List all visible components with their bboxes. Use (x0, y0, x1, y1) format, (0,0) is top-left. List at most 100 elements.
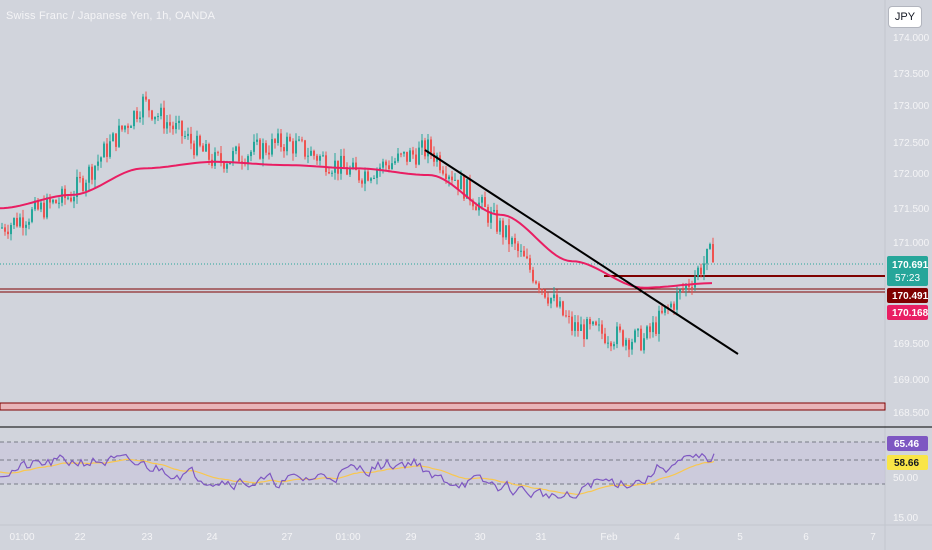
candle-body (562, 301, 564, 316)
candle-body (307, 155, 309, 157)
rsi-value-tag (887, 436, 928, 451)
candle-body (709, 244, 711, 249)
candle-body (262, 143, 264, 159)
candle-body (415, 154, 417, 165)
candle-body (340, 155, 342, 174)
candle-body (298, 139, 300, 141)
candle-body (52, 199, 54, 203)
candle-body (253, 141, 255, 152)
candle-body (514, 238, 516, 244)
candle-body (403, 151, 405, 154)
rsi-ma-value: 58.66 (894, 458, 919, 469)
candle-body (88, 166, 90, 183)
price-tick-171000: 171.000 (893, 238, 930, 249)
candle-body (46, 197, 48, 218)
candle-body (604, 333, 606, 343)
candle-body (235, 146, 237, 152)
candle-body (286, 136, 288, 152)
candle-body (703, 263, 705, 275)
candle-body (619, 326, 621, 331)
candle-body (658, 310, 660, 334)
candle-body (376, 169, 378, 178)
time-tick-label: Feb (600, 532, 618, 543)
support-zone[interactable] (0, 402, 886, 411)
rsi-ma-line (0, 458, 715, 495)
candle-body (16, 217, 18, 227)
candle-body (598, 324, 600, 326)
candle-body (664, 307, 666, 313)
candle-body (331, 172, 333, 174)
candle-body (550, 298, 552, 304)
candle-body (328, 172, 330, 174)
price-tick-173000: 173.000 (893, 101, 930, 112)
rsi-line (0, 452, 715, 500)
candle-body (445, 173, 447, 179)
candle-body (484, 197, 486, 207)
candle-body (688, 284, 690, 287)
candle-body (592, 321, 594, 325)
candle-body (652, 322, 654, 333)
candle-body (463, 175, 465, 199)
candle-body (82, 178, 84, 192)
downtrend-line[interactable] (424, 149, 739, 355)
candle-body (226, 164, 228, 169)
candle-body (379, 167, 381, 170)
candle-body (424, 140, 426, 157)
candle-body (697, 267, 699, 277)
rsi-tick-50: 50.00 (893, 473, 918, 484)
candle-body (7, 231, 9, 235)
candle-body (673, 303, 675, 310)
candle-body (31, 209, 33, 222)
candle-body (148, 99, 150, 111)
candle-body (220, 153, 222, 162)
candle-body (397, 153, 399, 162)
candle-body (571, 316, 573, 331)
candle-body (679, 289, 681, 293)
candle-body (373, 177, 375, 179)
candle-body (169, 122, 171, 126)
candle-body (280, 133, 282, 148)
candle-body (58, 202, 60, 204)
candle-body (100, 157, 102, 162)
candle-body (541, 289, 543, 291)
time-tick-label: 5 (737, 532, 743, 543)
candle-body (559, 301, 561, 307)
resistance-price-tag (887, 288, 928, 303)
candle-body (406, 151, 408, 162)
candle-body (613, 344, 615, 347)
time-tick-label: 01:00 (335, 532, 360, 543)
candle-body (625, 339, 627, 346)
time-tick-label: 01:00 (9, 532, 34, 543)
candle-body (274, 139, 276, 143)
rsi-ma-value-tag (887, 455, 928, 470)
candle-body (520, 250, 522, 252)
candle-body (499, 220, 501, 232)
candle-body (529, 258, 531, 270)
price-tick-171500: 171.500 (893, 204, 930, 215)
candle-body (583, 324, 585, 340)
rsi-band (0, 442, 885, 484)
candle-body (133, 110, 135, 127)
candle-body (124, 125, 126, 130)
candle-body (319, 156, 321, 161)
candle-body (40, 202, 42, 210)
candle-body (136, 110, 138, 120)
candle-body (208, 144, 210, 160)
resistance-price-value: 170.491 (892, 291, 929, 302)
time-tick-label: 27 (281, 532, 293, 543)
moving-average-line (0, 160, 713, 289)
candle-body (538, 283, 540, 290)
candle-body (55, 199, 57, 204)
time-tick-label: 30 (474, 532, 486, 543)
currency-button[interactable]: JPY (888, 6, 922, 28)
candle-body (388, 165, 390, 170)
candle-body (292, 141, 294, 154)
candle-body (682, 289, 684, 291)
candle-body (193, 143, 195, 156)
candle-body (277, 133, 279, 143)
candle-body (76, 176, 78, 198)
time-tick-label: 24 (206, 532, 218, 543)
candle-body (139, 117, 141, 120)
price-tick-174000: 174.000 (893, 33, 930, 44)
